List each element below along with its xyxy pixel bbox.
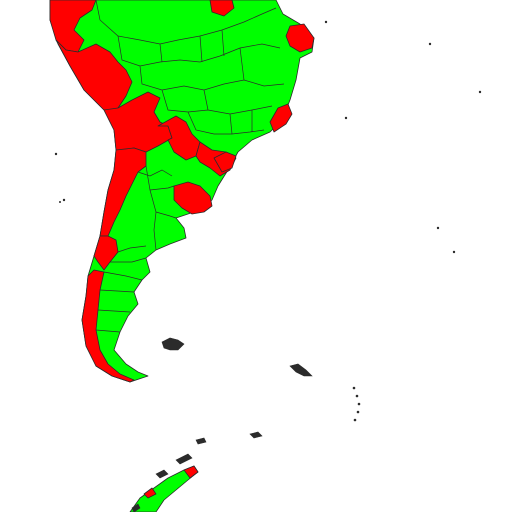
antarctic-peninsula-red-west — [143, 487, 157, 499]
falkland-islands — [161, 337, 185, 351]
boundary-lines-north — [95, 0, 285, 135]
south-orkney-islands — [249, 431, 263, 439]
region-brazil-northeast-tip — [285, 23, 315, 53]
boundary-lines-south — [95, 165, 177, 333]
atlantic-small-islands — [54, 20, 482, 254]
region-bolivia-west — [157, 115, 201, 161]
region-brazil-southeast — [213, 151, 237, 173]
antarctic-offshore-islands — [131, 437, 207, 512]
region-venezuela-coast — [209, 0, 235, 17]
antarctic-peninsula-red-tip — [183, 465, 199, 479]
region-andes-south — [99, 147, 147, 237]
region-chile-south — [81, 269, 135, 383]
south-sandwich-islands — [352, 386, 361, 422]
south-georgia — [289, 363, 313, 377]
region-andes-north — [55, 39, 133, 113]
region-brazil-east — [269, 103, 293, 133]
region-colombia-west — [49, 0, 97, 53]
region-argentina-northeast — [173, 181, 213, 215]
